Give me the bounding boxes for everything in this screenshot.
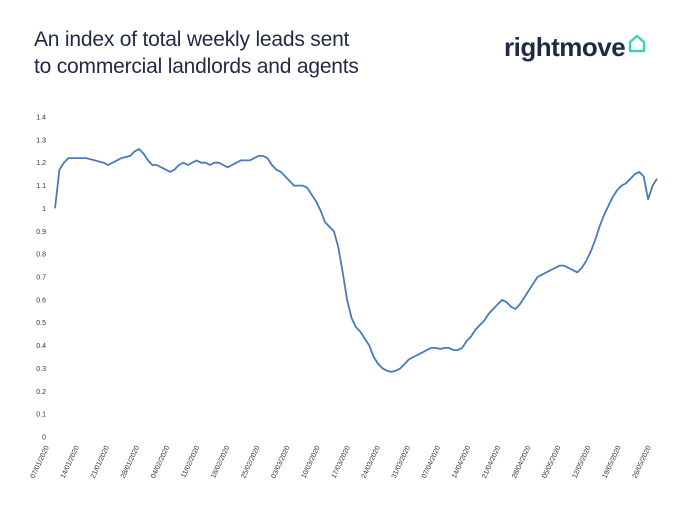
x-axis: 07/01/2020 14/01/2020 21/01/2020 28/01/2020… xyxy=(30,445,653,480)
y-tick-label: 1.3 xyxy=(36,137,46,144)
y-tick-label: 1.4 xyxy=(36,115,46,122)
x-tick-label: 11/02/2020 xyxy=(180,445,201,479)
x-tick-label: 26/05/2020 xyxy=(632,445,653,480)
x-tick-label: 14/04/2020 xyxy=(451,445,472,480)
x-tick-label: 14/01/2020 xyxy=(60,445,81,480)
y-axis: 0 0.1 0.2 0.3 0.4 0.5 0.6 0.7 0.8 0.9 1 1.1 1.2 1.3 1.… xyxy=(36,115,46,442)
x-tick-label: 28/01/2020 xyxy=(120,445,141,480)
y-tick-label: 0.1 xyxy=(36,412,46,419)
x-tick-label: 25/02/2020 xyxy=(240,445,261,480)
x-tick-label: 21/01/2020 xyxy=(90,445,111,480)
series-line xyxy=(54,148,658,373)
chart-title-line-2: to commercial landlords and agents xyxy=(34,55,359,78)
y-tick-label: 0.9 xyxy=(36,229,46,236)
y-tick-label: 0.7 xyxy=(36,275,46,282)
house-outline-icon xyxy=(627,33,647,58)
y-tick-label: 1.2 xyxy=(36,160,46,167)
x-tick-label: 10/03/2020 xyxy=(301,445,322,480)
x-tick-label: 07/04/2020 xyxy=(421,445,442,480)
x-tick-label: 21/04/2020 xyxy=(481,445,502,480)
logo-text: rightmove xyxy=(504,32,626,62)
x-tick-label: 05/05/2020 xyxy=(541,445,562,480)
y-tick-label: 0.4 xyxy=(36,343,46,350)
x-tick-label: 31/03/2020 xyxy=(391,445,412,480)
x-tick-label: 03/03/2020 xyxy=(270,445,291,480)
y-tick-label: 0.3 xyxy=(36,366,46,373)
y-tick-label: 1 xyxy=(42,206,46,213)
y-tick-label: 0.6 xyxy=(36,297,46,304)
x-tick-label: 24/03/2020 xyxy=(361,445,382,480)
x-tick-label: 19/05/2020 xyxy=(602,445,623,480)
series-layer xyxy=(54,148,658,373)
rightmove-logo: rightmove xyxy=(504,32,647,63)
y-tick-label: 0.5 xyxy=(36,320,46,327)
chart-title: An index of total weekly leads sent to c… xyxy=(34,26,454,80)
x-tick-label: 18/02/2020 xyxy=(210,445,231,480)
y-tick-label: 0.2 xyxy=(36,389,46,396)
x-tick-label: 07/01/2020 xyxy=(30,445,51,480)
chart-title-line-1: An index of total weekly leads sent xyxy=(34,28,350,51)
x-tick-label: 12/05/2020 xyxy=(571,445,592,480)
y-tick-label: 1.1 xyxy=(36,183,46,190)
x-tick-label: 28/04/2020 xyxy=(511,445,532,480)
x-tick-label: 04/02/2020 xyxy=(150,445,171,480)
x-tick-label: 17/03/2020 xyxy=(331,445,352,480)
y-tick-label: 0 xyxy=(42,435,46,442)
y-tick-label: 0.8 xyxy=(36,252,46,259)
